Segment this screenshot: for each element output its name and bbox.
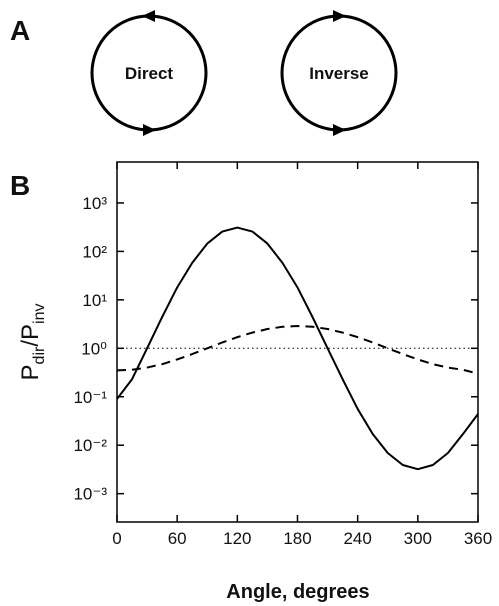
y-title-part: dir	[31, 346, 48, 364]
arrow	[143, 124, 156, 136]
y-title-part: /P	[17, 324, 44, 347]
x-axis-title: Angle, degrees	[226, 581, 369, 603]
y-title-part: inv	[31, 304, 48, 324]
diagram-label: Direct	[125, 64, 174, 83]
y-tick-label: 10⁻³	[73, 485, 107, 504]
arrow	[333, 10, 346, 22]
diagram-label: Inverse	[309, 64, 369, 83]
x-tick-label: 120	[223, 529, 251, 548]
data-line	[116, 226, 479, 471]
y-tick-label: 10²	[82, 242, 107, 261]
y-tick-label: 10⁰	[81, 339, 107, 358]
y-axis-title: Pdir/Pinv	[17, 304, 48, 381]
arrow	[333, 124, 346, 136]
x-tick-label: 60	[168, 529, 187, 548]
y-title-part: P	[17, 364, 44, 380]
y-tick-label: 10⁻¹	[73, 388, 107, 407]
x-tick-label: 300	[404, 529, 432, 548]
arrow	[142, 10, 155, 22]
panel-label: A	[10, 15, 30, 46]
y-tick-label: 10¹	[82, 291, 107, 310]
panel-label: B	[10, 170, 30, 201]
data-line	[116, 325, 479, 375]
y-tick-label: 10⁻²	[73, 436, 107, 455]
x-tick-label: 180	[283, 529, 311, 548]
x-tick-label: 360	[464, 529, 492, 548]
x-tick-label: 0	[112, 529, 121, 548]
x-tick-label: 240	[343, 529, 371, 548]
y-tick-label: 10³	[82, 194, 107, 213]
